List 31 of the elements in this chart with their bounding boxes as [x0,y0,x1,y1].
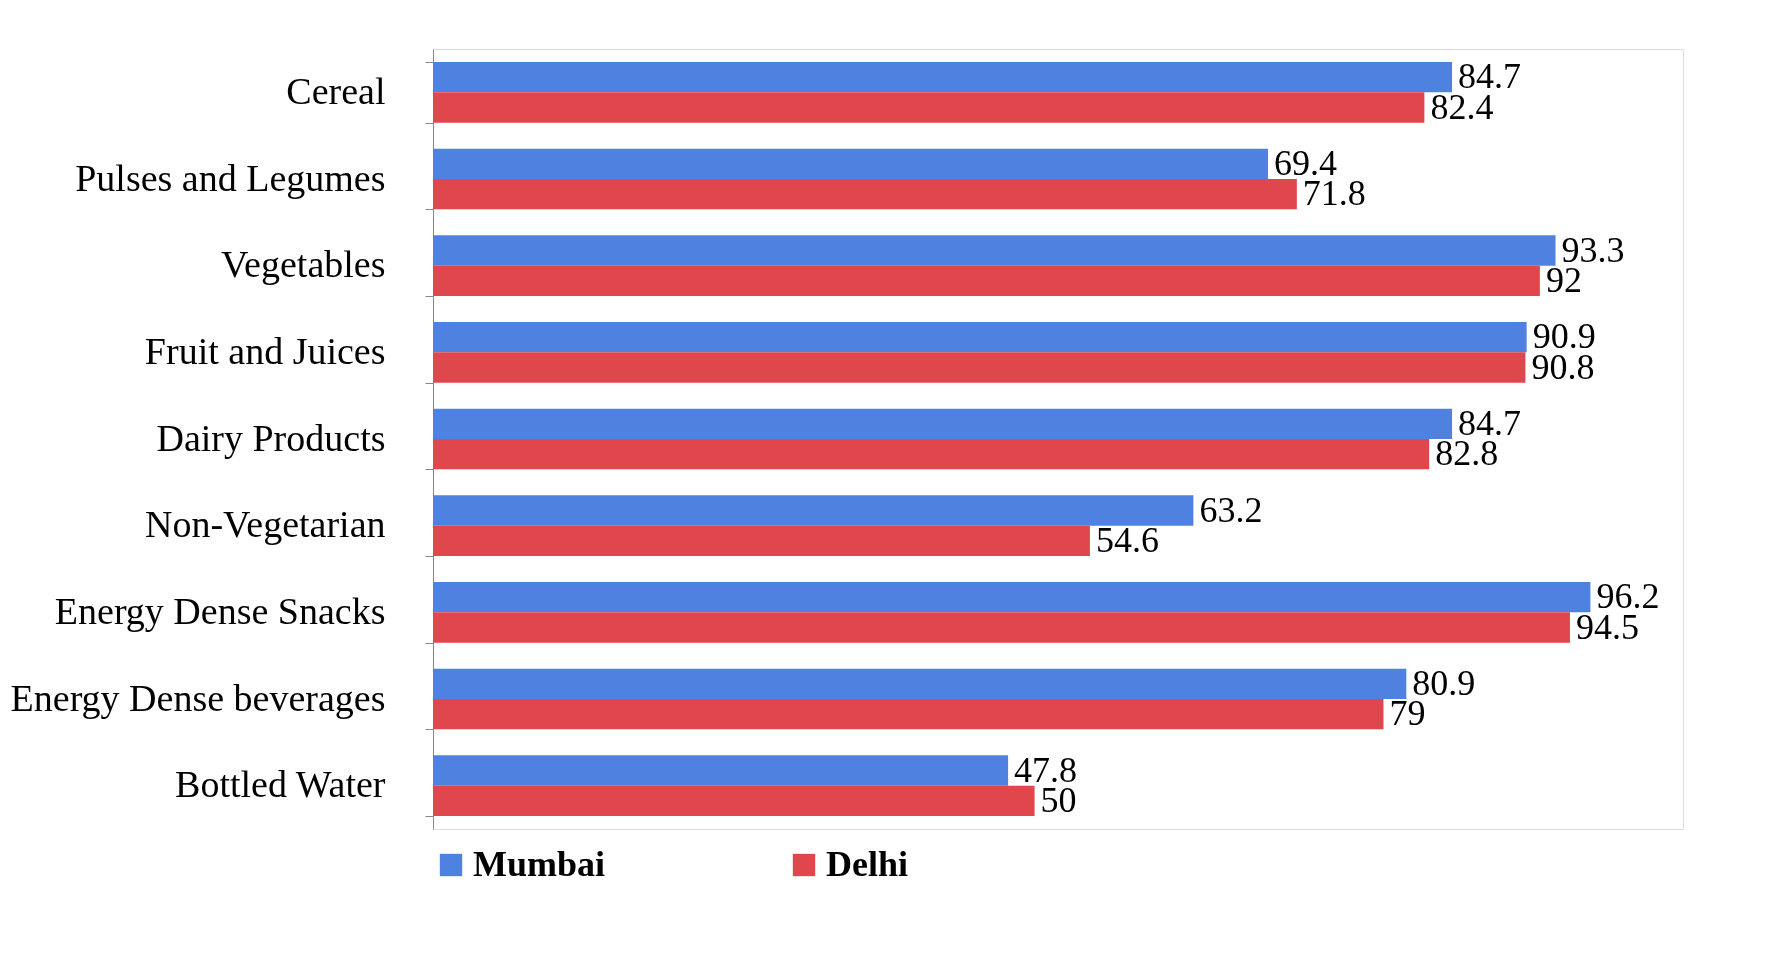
y-tick-label: Pulses and Legumes [75,156,386,199]
bar [433,699,1384,730]
legend-label: Delhi [826,844,909,884]
y-tick-label: Non-Vegetarian [144,503,386,546]
bar [433,352,1526,383]
bar [433,92,1425,123]
y-tick-label: Energy Dense Snacks [54,589,386,632]
bar [433,62,1453,93]
legend-label: Mumbai [473,844,606,884]
bar [433,148,1268,179]
bar [433,755,1009,786]
bar [433,785,1035,816]
y-tick-label: Vegetables [220,243,386,286]
bar [433,495,1194,526]
y-tick-label: Fruit and Juices [144,329,386,372]
bar [433,439,1430,470]
bar [433,265,1540,296]
bar [433,525,1090,556]
bar [433,668,1407,699]
data-label: 63.2 [1199,489,1263,530]
bar [433,322,1527,353]
bar [433,612,1570,643]
bar [433,582,1591,613]
y-tick-label: Energy Dense beverages [10,676,386,719]
data-label: 54.6 [1095,519,1159,560]
y-tick-label: Dairy Products [156,416,386,459]
y-tick-label: Cereal [286,69,386,112]
bar [433,179,1297,210]
bar [433,408,1453,439]
y-tick-label: Bottled Water [175,763,386,806]
bar [433,235,1556,266]
